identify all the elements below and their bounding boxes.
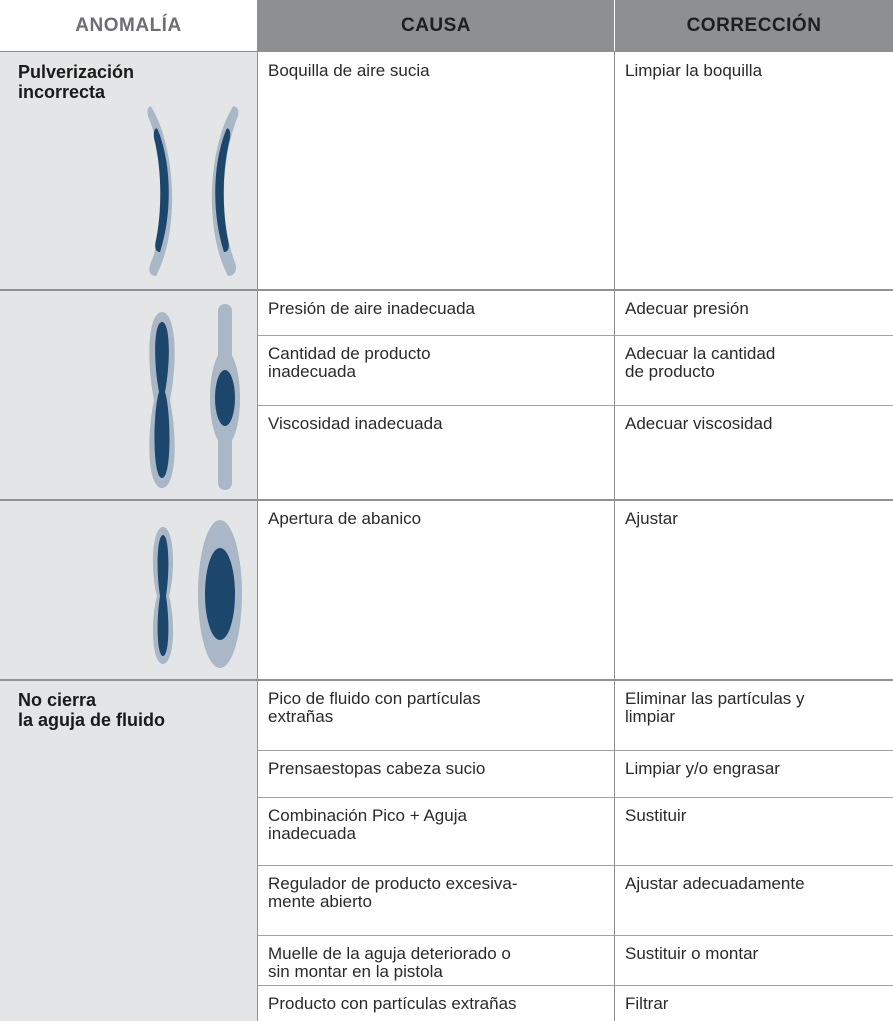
cause-cell: Viscosidad inadecuada	[268, 414, 443, 433]
correction-cell: Sustituir o montar	[625, 944, 759, 963]
cause-cell: Apertura de abanico	[268, 509, 422, 528]
cause-cell: Combinación Pico + Aguja inadecuada	[268, 806, 467, 843]
row-divider	[258, 335, 893, 336]
correction-cell: Filtrar	[625, 994, 669, 1013]
row-divider	[258, 985, 893, 986]
correction-cell: Adecuar presión	[625, 299, 749, 318]
correction-cell: Adecuar viscosidad	[625, 414, 773, 433]
correction-cell: Limpiar y/o engrasar	[625, 759, 780, 778]
header-bg	[258, 0, 893, 52]
correction-cell: Ajustar adecuadamente	[625, 874, 805, 893]
cause-cell: Presión de aire inadecuada	[268, 299, 475, 318]
spray-pattern-icons	[147, 106, 242, 668]
row-divider	[258, 405, 893, 406]
correction-cell: Sustituir	[625, 806, 687, 825]
group-divider	[0, 289, 893, 291]
header-rule	[0, 51, 893, 52]
row-divider	[258, 750, 893, 751]
row-divider	[258, 935, 893, 936]
header-cell: ANOMALÍA	[75, 15, 182, 36]
cause-cell: Producto con partículas extrañas	[268, 994, 517, 1013]
cause-cell: Cantidad de producto inadecuada	[268, 344, 431, 381]
header-cell: CAUSA	[400, 15, 472, 36]
column-divider	[257, 0, 258, 1021]
anomaly-label: No cierra la aguja de fluido	[18, 690, 166, 730]
column-divider	[614, 52, 615, 1021]
correction-cell: Ajustar	[625, 509, 678, 528]
cause-cell: Pico de fluido con partículas extrañas	[268, 689, 481, 726]
header-divider	[614, 0, 615, 52]
correction-cell: Eliminar las partículas y limpiar	[625, 689, 805, 726]
correction-cell: Limpiar la boquilla	[625, 61, 763, 80]
row-divider	[258, 797, 893, 798]
cause-cell: Boquilla de aire sucia	[268, 61, 430, 80]
anomaly-label: Pulverización incorrecta	[18, 62, 135, 102]
group-divider	[0, 679, 893, 681]
cause-cell: Muelle de la aguja deteriorado o sin mon…	[268, 944, 511, 981]
group-divider	[0, 499, 893, 501]
correction-cell: Adecuar la cantidad de producto	[625, 344, 776, 381]
cause-cell: Prensaestopas cabeza sucio	[268, 759, 486, 778]
cause-cell: Regulador de producto excesiva- mente ab…	[268, 874, 518, 911]
header-cell: CORRECCIÓN	[686, 15, 822, 36]
row-divider	[258, 865, 893, 866]
